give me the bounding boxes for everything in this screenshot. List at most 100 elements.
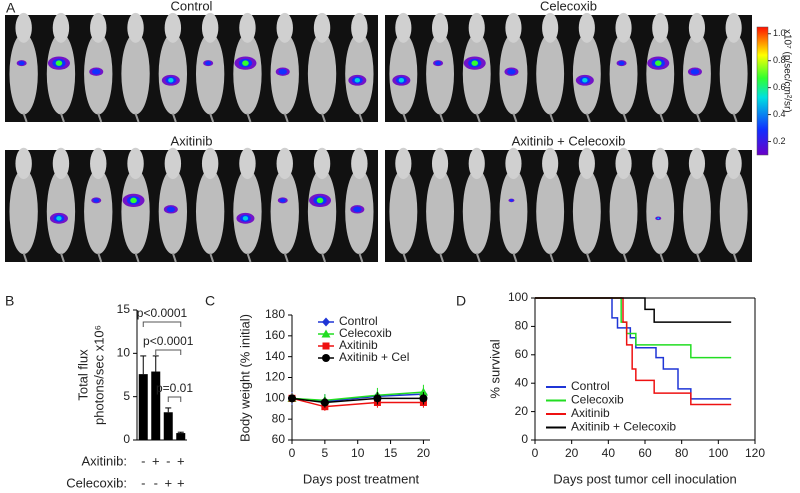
marker <box>320 398 329 407</box>
mouse-body <box>270 169 299 255</box>
mouse-tail <box>209 252 215 263</box>
mouse-body <box>158 33 188 115</box>
y-tick-label: 120 <box>265 370 285 384</box>
x-axis-label: Days post treatment <box>303 471 420 486</box>
mouse-tail <box>622 113 628 123</box>
x-tick-label: 100 <box>708 446 728 460</box>
mouse-body <box>233 33 262 115</box>
y-axis-label: Total flux <box>75 349 90 401</box>
signal <box>316 197 324 204</box>
mouse-head <box>468 147 485 180</box>
signal <box>55 60 63 66</box>
mouse-tail <box>402 252 408 263</box>
mouse-head <box>615 147 632 180</box>
row-sign: - <box>154 475 158 490</box>
y-tick-label: 0 <box>521 432 528 446</box>
marker <box>418 387 428 396</box>
mouse-head <box>542 147 559 180</box>
marker <box>419 394 428 403</box>
signal <box>507 68 516 75</box>
mouse-head <box>313 147 331 180</box>
mouse-head <box>725 147 742 180</box>
mouse-tail <box>659 252 665 263</box>
mouse-tail <box>402 113 408 123</box>
y-tick-label: 80 <box>272 411 286 425</box>
mouse-head <box>351 12 368 43</box>
signal <box>279 198 286 203</box>
row-label: Axitinib: <box>81 453 127 468</box>
significance-bracket <box>167 396 182 402</box>
x-tick-label: 80 <box>675 446 689 460</box>
mouse-tail <box>321 252 326 263</box>
mouse-head <box>52 147 70 180</box>
mouse-tail <box>283 252 289 263</box>
mouse-body <box>646 33 675 115</box>
mouse-body <box>499 169 528 255</box>
row-sign: + <box>177 453 185 468</box>
significance-label: p<0.0001 <box>143 334 194 348</box>
significance-bracket <box>155 349 182 355</box>
group-title: Celecoxib <box>540 0 597 13</box>
mouse-head <box>351 147 368 180</box>
x-tick-label: 0 <box>532 446 539 460</box>
mouse-body <box>9 33 38 115</box>
mouse-body <box>646 169 675 255</box>
mouse-head <box>164 12 182 43</box>
significance-label: p<0.0001 <box>137 306 188 320</box>
mouse-body <box>719 33 748 115</box>
signal <box>130 197 137 204</box>
colorbar-tick-label: 0.6 <box>773 82 786 92</box>
y-tick-label: 10 <box>117 346 131 360</box>
row-sign: - <box>141 475 145 490</box>
mouse-tail <box>246 113 252 123</box>
legend-label: Axitinib <box>571 406 610 420</box>
x-tick-label: 40 <box>602 446 616 460</box>
mouse-tail <box>283 113 289 123</box>
mouse-head <box>164 147 182 180</box>
legend-label: Axitinib + Celecoxib <box>571 420 676 434</box>
mouse-body <box>683 169 711 255</box>
legend-label: Celecoxib <box>571 393 624 407</box>
mouse-body <box>462 169 491 255</box>
mouse-tail <box>585 113 591 123</box>
signal <box>56 216 62 221</box>
mouse-body <box>426 33 454 115</box>
mouse-body <box>46 169 76 255</box>
mouse-head <box>313 12 331 43</box>
mouse-head <box>15 12 32 43</box>
survival-curve <box>535 297 732 406</box>
mouse-tail <box>732 252 738 263</box>
mouse-tail <box>475 252 481 263</box>
row-label: Celecoxib: <box>66 475 127 490</box>
y-tick-label: 40 <box>515 375 529 389</box>
mouse-tail <box>439 252 444 263</box>
mouse-body <box>536 169 565 255</box>
mouse-head <box>127 147 144 180</box>
bar <box>163 412 173 440</box>
y-tick-label: 160 <box>265 328 285 342</box>
row-sign: - <box>141 453 145 468</box>
survival-curve <box>535 297 732 359</box>
mouse-tail <box>134 113 140 123</box>
mouse-head <box>688 147 706 180</box>
group-title: Axitinib + Celecoxib <box>512 133 626 148</box>
significance-label: p=0.01 <box>156 381 193 395</box>
colorbar-tick-label: 0.4 <box>773 109 786 119</box>
mouse-tail <box>622 252 628 263</box>
signal <box>354 78 361 83</box>
signal <box>398 78 405 83</box>
marker <box>373 394 382 403</box>
mouse-tail <box>358 113 364 123</box>
mouse-body <box>609 33 638 115</box>
mouse-body <box>609 169 638 255</box>
signal <box>435 61 442 66</box>
y-tick-label: 100 <box>508 290 528 304</box>
mouse-tail <box>696 252 701 263</box>
mouse-head <box>127 12 144 43</box>
mouse-tail <box>321 113 326 123</box>
mouse-body <box>307 169 337 255</box>
mouse-head <box>239 147 256 180</box>
x-tick-label: 0 <box>289 446 296 460</box>
mouse-body <box>121 169 150 255</box>
mouse-head <box>505 147 522 180</box>
